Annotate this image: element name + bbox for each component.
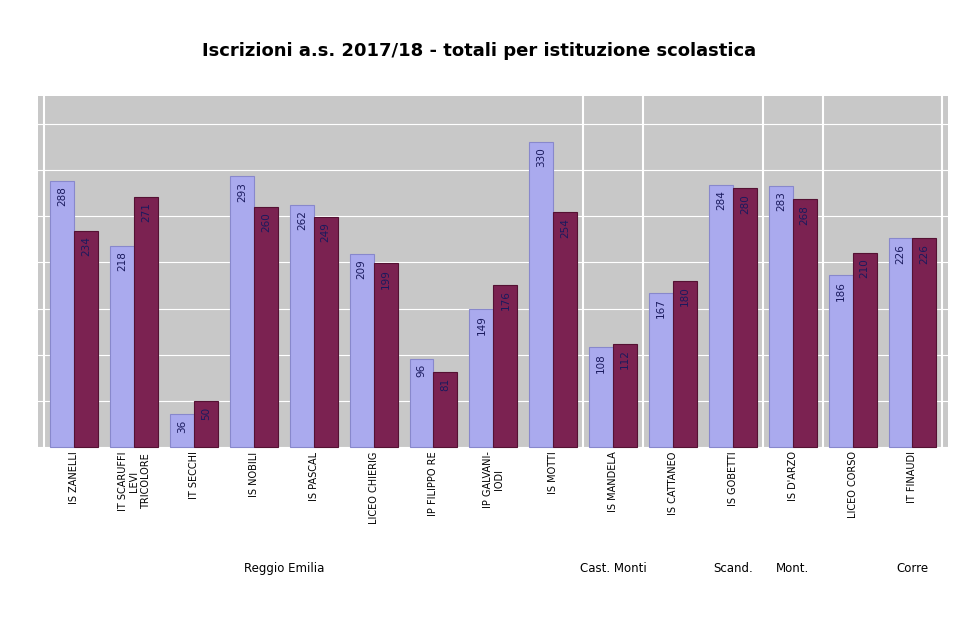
Bar [350,254,374,447]
Text: Reggio Emilia: Reggio Emilia [243,562,324,575]
Text: 81: 81 [441,378,450,391]
Text: 226: 226 [920,244,929,264]
Text: 284: 284 [716,190,726,210]
Text: 268: 268 [800,205,810,225]
Text: Cast. Monti: Cast. Monti [580,562,647,575]
Bar [912,238,936,447]
Bar [469,309,493,447]
Text: 186: 186 [835,281,846,301]
Bar [374,263,398,447]
Bar [289,205,313,447]
Bar [553,212,577,447]
Text: 254: 254 [560,218,570,238]
Bar [409,358,433,447]
Bar [313,217,338,447]
Text: 293: 293 [237,182,247,202]
Bar [493,284,517,447]
Text: 209: 209 [356,259,367,279]
Text: 180: 180 [680,286,690,306]
Text: 112: 112 [620,350,630,369]
Bar [433,373,457,447]
Bar [853,253,877,447]
Bar [75,231,98,447]
Text: 330: 330 [536,148,546,167]
Bar [733,189,757,447]
Bar [171,414,194,447]
Text: 176: 176 [500,290,511,310]
Text: 226: 226 [896,244,905,264]
Text: Mont.: Mont. [776,562,810,575]
Text: 234: 234 [81,236,91,256]
Text: Iscrizioni a.s. 2017/18 - totali per istituzione scolastica: Iscrizioni a.s. 2017/18 - totali per ist… [202,42,756,60]
Text: 260: 260 [261,212,271,232]
Text: 210: 210 [859,259,870,279]
Text: 36: 36 [177,420,187,433]
Bar [254,207,278,447]
Text: 199: 199 [380,269,391,289]
Bar [589,348,613,447]
Bar [673,281,696,447]
Bar [709,185,733,447]
Text: 271: 271 [141,202,151,222]
Text: 50: 50 [201,406,211,420]
Text: 108: 108 [596,353,606,373]
Text: 96: 96 [417,364,426,377]
Bar [613,344,637,447]
Text: Corre: Corre [897,562,928,575]
Bar [110,245,134,447]
Text: 280: 280 [740,194,750,213]
Bar [888,238,912,447]
Bar [829,275,853,447]
Text: 262: 262 [297,210,307,231]
Text: Scand.: Scand. [713,562,753,575]
Bar [792,199,816,447]
Text: 288: 288 [57,187,67,206]
Text: 249: 249 [321,222,331,242]
Bar [50,181,75,447]
Bar [768,185,792,447]
Text: 283: 283 [776,191,786,211]
Bar [134,197,158,447]
Text: 167: 167 [656,298,666,318]
Bar [230,176,254,447]
Bar [650,293,673,447]
Text: 218: 218 [117,251,127,271]
Bar [529,142,553,447]
Text: 149: 149 [476,315,487,335]
Bar [194,401,217,447]
